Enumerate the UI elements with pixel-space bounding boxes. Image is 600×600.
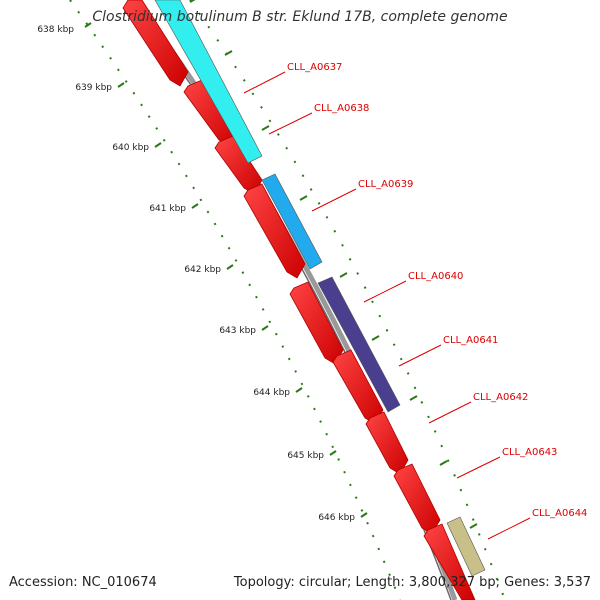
tick-mark (84, 22, 92, 28)
tick-mark (261, 325, 269, 331)
gene-leader-line (428, 401, 472, 424)
tick-label: 645 kbp (287, 451, 324, 461)
outer-tick-mark (371, 335, 380, 341)
gene-leader-line (398, 344, 442, 367)
tick-mark (226, 264, 234, 270)
gene-label: CLL_A0642 (473, 392, 528, 403)
gene-label: CLL_A0643 (502, 447, 557, 458)
genome-backbone-edge (130, 0, 452, 600)
accession-text: Accession: NC_010674 (9, 575, 157, 590)
outer-tick-mark (439, 460, 448, 466)
outer-tick-mark (409, 395, 418, 401)
gene-label: CLL_A0637 (287, 62, 342, 73)
outer-tick-mark (469, 523, 478, 529)
outer-dotted-track (189, 0, 506, 600)
outer-tick-mark (224, 50, 233, 56)
tick-label: 638 kbp (37, 25, 74, 35)
tick-mark (154, 142, 162, 148)
tick-label: 646 kbp (318, 513, 355, 523)
tick-label: 639 kbp (75, 83, 112, 93)
cds-feature (122, 0, 189, 87)
gene-label: CLL_A0641 (443, 335, 498, 346)
tick-mark (295, 387, 303, 393)
outer-tick-mark (261, 125, 270, 131)
outer-tick-mark (299, 195, 308, 201)
tick-label: 641 kbp (149, 204, 186, 214)
cog-bar-cyan (154, 0, 263, 164)
cog-bar-purple (317, 276, 401, 413)
tick-label: 642 kbp (184, 265, 221, 275)
tick-label: 640 kbp (112, 143, 149, 153)
cds-feature (365, 411, 409, 475)
cds-feature (243, 183, 306, 279)
map-title: Clostridium botulinum B str. Eklund 17B,… (92, 9, 508, 25)
gene-leader-line (268, 112, 313, 135)
genome-summary-text: Topology: circular; Length: 3,800,327 bp… (233, 575, 591, 590)
gene-label: CLL_A0639 (358, 179, 413, 190)
gene-leader-line (311, 188, 357, 212)
cds-feature (423, 523, 476, 600)
cds-feature (393, 463, 441, 535)
gene-leader-line (363, 280, 407, 303)
gene-leader-line (243, 71, 286, 94)
gene-label: CLL_A0638 (314, 103, 369, 114)
tick-label: 644 kbp (253, 388, 290, 398)
cog-bar-sky (261, 173, 323, 270)
gene-leader-line (456, 456, 501, 479)
outer-tick-mark (189, 0, 196, 3)
gene-leader-line (487, 517, 531, 540)
gene-label: CLL_A0640 (408, 271, 463, 282)
tick-mark (191, 203, 199, 209)
outer-tick-mark (339, 272, 348, 278)
tick-dotted-track (69, 0, 401, 600)
tick-mark (117, 82, 125, 88)
cog-bar-khaki (446, 516, 486, 577)
tick-mark (329, 450, 337, 456)
tick-mark (360, 512, 368, 518)
tick-label: 643 kbp (219, 326, 256, 336)
gene-label: CLL_A0644 (532, 508, 587, 519)
